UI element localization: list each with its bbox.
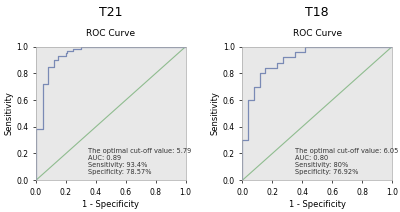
Text: The optimal cut-off value: 5.79
AUC: 0.89
Sensitivity: 93.4%
Specificity: 78.57%: The optimal cut-off value: 5.79 AUC: 0.8…	[88, 148, 192, 175]
Text: T21: T21	[99, 6, 122, 19]
Text: ROC Curve: ROC Curve	[293, 29, 342, 38]
X-axis label: 1 - Specificity: 1 - Specificity	[82, 200, 139, 209]
Text: ROC Curve: ROC Curve	[86, 29, 135, 38]
Y-axis label: Sensitivity: Sensitivity	[4, 92, 14, 135]
Y-axis label: Sensitivity: Sensitivity	[211, 92, 220, 135]
Text: T18: T18	[305, 6, 329, 19]
Text: The optimal cut-off value: 6.05
AUC: 0.80
Sensitivity: 80%
Specificity: 76.92%: The optimal cut-off value: 6.05 AUC: 0.8…	[295, 148, 398, 175]
X-axis label: 1 - Specificity: 1 - Specificity	[289, 200, 346, 209]
